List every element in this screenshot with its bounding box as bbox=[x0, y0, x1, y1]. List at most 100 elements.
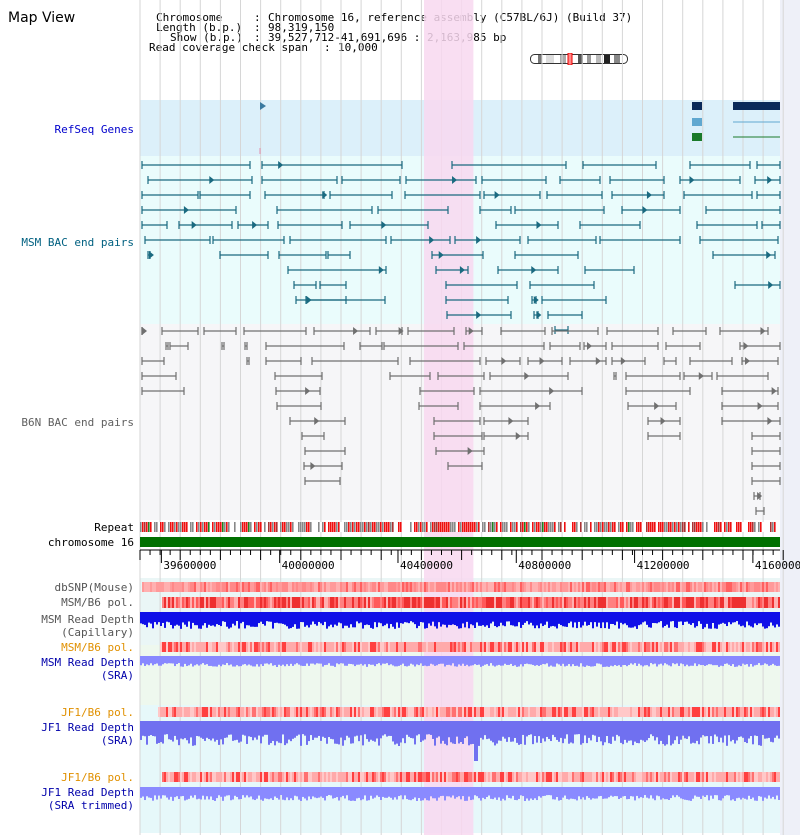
msm-sra-depth-bar bbox=[426, 656, 428, 667]
msm-sra-depth-bar bbox=[486, 656, 488, 665]
jf1-b6-pol-strip bbox=[444, 707, 446, 717]
jf1-b6-pol-2-strip bbox=[362, 772, 364, 782]
track-label-b6n-bac[interactable]: B6N BAC end pairs bbox=[21, 416, 134, 429]
jf1-b6-pol-strip bbox=[560, 707, 562, 717]
msm-b6-pol-2-strip bbox=[420, 642, 422, 652]
jf1-b6-pol-2-strip bbox=[236, 772, 238, 782]
jf1-sra-depth-bar bbox=[576, 721, 578, 735]
msm-sra-depth-bar bbox=[466, 656, 468, 665]
dbsnp-strip bbox=[568, 582, 570, 592]
jf1-b6-pol-strip bbox=[158, 707, 160, 717]
repeat-element bbox=[244, 522, 246, 532]
jf1-b6-pol-2-strip bbox=[350, 772, 352, 782]
msm-b6-pol-strip bbox=[202, 597, 204, 608]
msm-b6-pol-strip bbox=[690, 597, 692, 608]
dbsnp-strip bbox=[744, 582, 746, 592]
track-label-msm-bac[interactable]: MSM BAC end pairs bbox=[21, 236, 134, 249]
jf1-sra-depth-bar bbox=[640, 721, 642, 740]
msm-sra-depth-bar bbox=[330, 656, 332, 666]
msm-sra-depth-bar bbox=[528, 656, 530, 665]
msm-sra-depth-bar bbox=[256, 656, 258, 665]
msm-sra-depth-bar bbox=[336, 656, 338, 664]
chromosome-ideogram[interactable] bbox=[530, 53, 630, 65]
jf1-trimmed-depth-bar bbox=[318, 787, 320, 798]
jf1-b6-pol-strip bbox=[176, 707, 178, 717]
b6n-bac-arrow bbox=[524, 372, 530, 380]
msm-b6-pol-2-strip bbox=[566, 642, 568, 652]
msm-sra-depth-bar bbox=[156, 656, 158, 664]
msm-b6-pol-strip bbox=[188, 597, 190, 608]
msm-b6-pol-strip bbox=[756, 597, 758, 608]
jf1-sra-depth-bar bbox=[568, 721, 570, 744]
msm-capillary-depth-bar bbox=[304, 612, 306, 627]
jf1-b6-pol-strip bbox=[566, 707, 568, 717]
jf1-trimmed-depth-bar bbox=[738, 787, 740, 798]
msm-sra-depth-bar bbox=[160, 656, 162, 666]
jf1-b6-pol-strip bbox=[722, 707, 724, 717]
msm-b6-pol-strip bbox=[698, 597, 700, 608]
jf1-trimmed-depth-bar bbox=[232, 787, 234, 800]
jf1-b6-pol-strip bbox=[582, 707, 584, 717]
jf1-sra-depth-bar bbox=[404, 721, 406, 744]
repeat-element bbox=[772, 522, 774, 532]
jf1-sra-depth-bar bbox=[252, 721, 254, 741]
msm-sra-depth-bar bbox=[682, 656, 684, 665]
jf1-b6-pol-2-strip bbox=[678, 772, 680, 782]
jf1-sra-depth-bar bbox=[170, 721, 172, 740]
dbsnp-strip bbox=[550, 582, 552, 592]
dbsnp-strip bbox=[440, 582, 442, 592]
repeat-element bbox=[702, 522, 704, 532]
repeat-element bbox=[488, 522, 490, 532]
msm-capillary-depth-bar bbox=[302, 612, 304, 623]
repeat-element bbox=[466, 522, 468, 532]
msm-b6-pol-2-strip bbox=[504, 642, 506, 652]
msm-sra-depth-bar bbox=[612, 656, 614, 667]
jf1-b6-pol-strip bbox=[670, 707, 672, 717]
msm-b6-pol-strip bbox=[182, 597, 184, 608]
msm-capillary-depth-bar bbox=[342, 612, 344, 629]
jf1-b6-pol-strip bbox=[594, 707, 596, 717]
polymorphism-tracks bbox=[142, 582, 780, 782]
msm-capillary-depth-bar bbox=[492, 612, 494, 622]
msm-capillary-depth-bar bbox=[482, 612, 484, 626]
dbsnp-strip bbox=[424, 582, 426, 592]
track-label-refseq[interactable]: RefSeq Genes bbox=[54, 123, 134, 136]
jf1-trimmed-depth-bar bbox=[480, 787, 482, 801]
jf1-sra-depth-bar bbox=[484, 721, 486, 736]
jf1-trimmed-depth-bar bbox=[740, 787, 742, 800]
msm-b6-pol-strip bbox=[290, 597, 292, 608]
msm-sra-depth-bar bbox=[394, 656, 396, 667]
repeat-element bbox=[730, 522, 732, 532]
jf1-b6-pol-2-strip bbox=[612, 772, 614, 782]
repeat-element bbox=[416, 522, 418, 532]
dbsnp-strip bbox=[468, 582, 470, 592]
repeat-element bbox=[450, 522, 452, 532]
msm-b6-pol-2-strip bbox=[502, 642, 504, 652]
jf1-b6-pol-2-strip bbox=[164, 772, 166, 782]
msm-sra-depth-bar bbox=[754, 656, 756, 666]
jf1-b6-pol-strip bbox=[576, 707, 578, 717]
msm-sra-depth-bar bbox=[596, 656, 598, 664]
dbsnp-strip bbox=[180, 582, 182, 592]
jf1-b6-pol-2-strip bbox=[408, 772, 410, 782]
jf1-trimmed-depth-bar bbox=[654, 787, 656, 801]
msm-b6-pol-strip bbox=[400, 597, 402, 608]
dbsnp-strip bbox=[726, 582, 728, 592]
msm-b6-pol-2-strip bbox=[478, 642, 480, 652]
msm-b6-pol-2-strip bbox=[280, 642, 282, 652]
dbsnp-strip bbox=[246, 582, 248, 592]
msm-b6-pol-strip bbox=[338, 597, 340, 608]
repeat-element bbox=[184, 522, 186, 532]
jf1-b6-pol-2-strip bbox=[402, 772, 404, 782]
jf1-trimmed-depth-bar bbox=[720, 787, 722, 801]
jf1-trimmed-depth-bar bbox=[410, 787, 412, 801]
jf1-b6-pol-2-strip bbox=[610, 772, 612, 782]
jf1-b6-pol-strip bbox=[484, 707, 486, 717]
jf1-b6-pol-strip bbox=[482, 707, 484, 717]
msm-capillary-depth-bar bbox=[388, 612, 390, 629]
jf1-b6-pol-2-strip bbox=[704, 772, 706, 782]
jf1-b6-pol-2-strip bbox=[416, 772, 418, 782]
msm-capillary-depth-bar bbox=[594, 612, 596, 623]
dbsnp-strip bbox=[696, 582, 698, 592]
jf1-sra-depth-bar bbox=[228, 721, 230, 735]
